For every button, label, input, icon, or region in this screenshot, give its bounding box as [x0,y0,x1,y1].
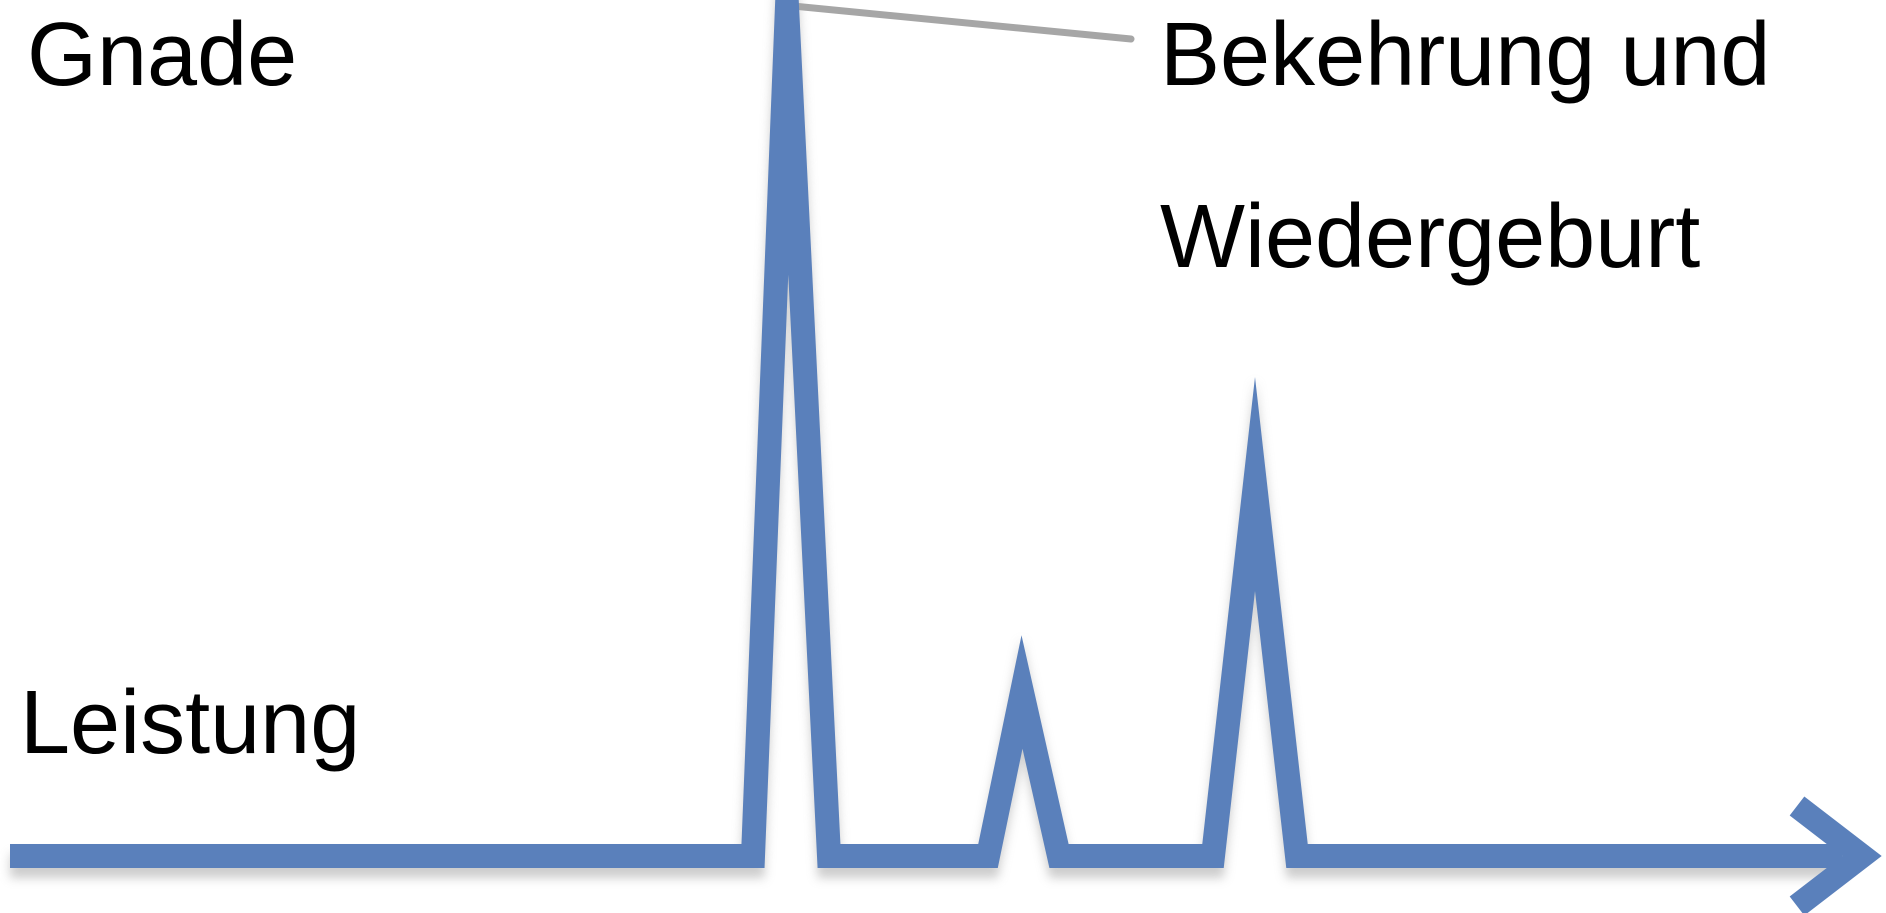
label-wiedergeburt: Wiedergeburt [1160,187,1701,287]
label-leistung: Leistung [20,673,361,773]
graph-line [10,0,1842,868]
arrow-right-icon [1789,796,1882,913]
annotation-connector-line [789,2,1135,43]
label-bekehrung: Bekehrung und [1160,5,1771,105]
label-gnade: Gnade [27,5,298,105]
